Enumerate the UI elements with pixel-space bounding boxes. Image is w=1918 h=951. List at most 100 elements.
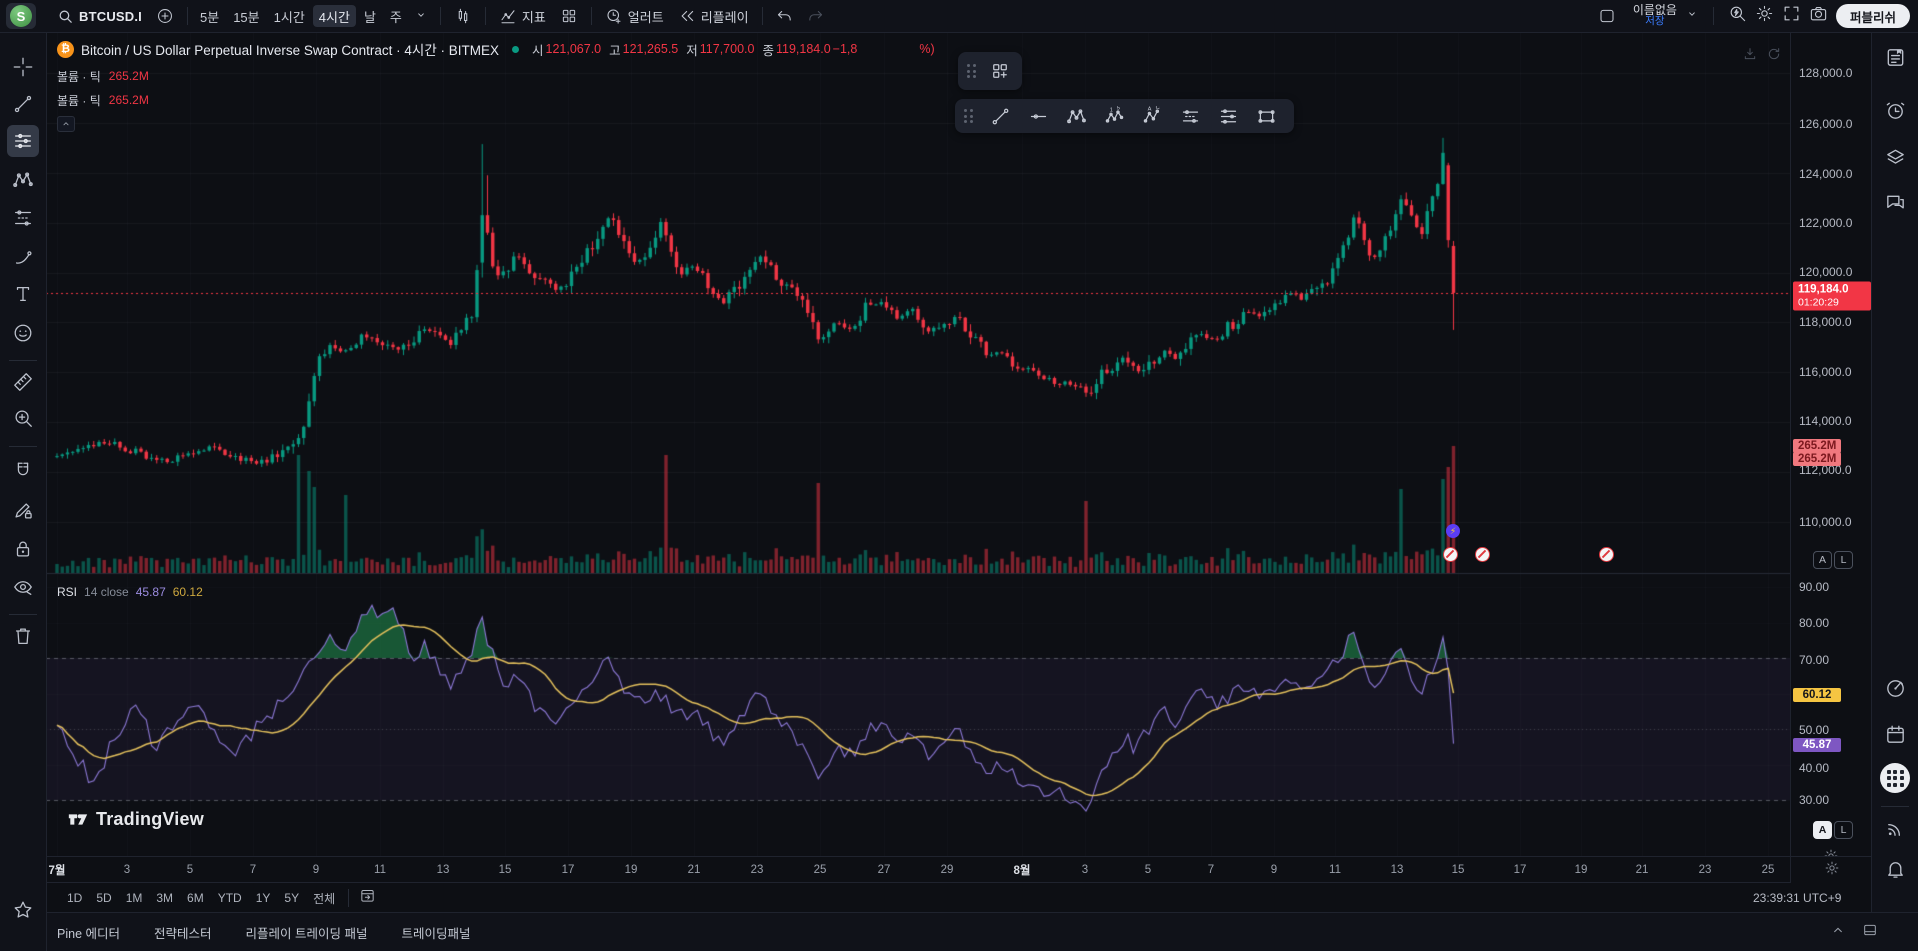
bell-icon[interactable]: [1879, 852, 1911, 884]
event-circle-icon[interactable]: [1475, 547, 1490, 562]
alarm-clock-icon[interactable]: [1879, 94, 1911, 126]
range-button[interactable]: YTD: [211, 891, 249, 905]
object-tree-icon[interactable]: [1879, 141, 1911, 173]
replay-button[interactable]: 리플레이: [671, 4, 756, 28]
ruler-icon[interactable]: [7, 366, 39, 398]
range-button[interactable]: 전체: [306, 890, 342, 907]
layout-select-button[interactable]: [1591, 4, 1623, 28]
watchlist-icon[interactable]: [1879, 41, 1911, 73]
brush-icon[interactable]: [7, 241, 39, 273]
range-button[interactable]: 1M: [119, 891, 150, 905]
fib-retracement-icon[interactable]: [7, 202, 39, 234]
calendar-icon[interactable]: [1879, 718, 1911, 750]
avatar[interactable]: S: [10, 5, 32, 27]
parallel-lines-icon[interactable]: [7, 125, 39, 157]
drawing-lock-icon[interactable]: [7, 494, 39, 526]
market-status-dot[interactable]: [512, 46, 519, 53]
indicators-button[interactable]: 지표: [492, 4, 553, 28]
panel-maximize-icon[interactable]: [1862, 922, 1878, 943]
fib-lines-icon[interactable]: [1210, 101, 1248, 131]
abcd-pattern-icon[interactable]: AC: [1134, 101, 1172, 131]
timeframe-button[interactable]: 주: [384, 5, 408, 27]
rsi-indicator-legend[interactable]: RSI 14 close 45.87 60.12: [57, 585, 203, 599]
floating-drawing-toolbar[interactable]: 15AC: [955, 99, 1294, 133]
chat-icon[interactable]: [1879, 186, 1911, 218]
bottom-tab[interactable]: 리플레이 트레이딩 패널: [246, 923, 368, 942]
undo-button[interactable]: [769, 4, 800, 28]
timeframe-button[interactable]: 5분: [194, 5, 225, 27]
rsi-scale-log-button[interactable]: L: [1834, 821, 1853, 839]
legend-collapse-button[interactable]: [57, 116, 75, 132]
horizontal-ray-icon[interactable]: [1020, 101, 1058, 131]
text-tool-icon[interactable]: [7, 278, 39, 310]
trash-icon[interactable]: [7, 620, 39, 652]
gear-icon[interactable]: [1824, 860, 1840, 881]
event-circle-icon[interactable]: [1443, 547, 1458, 562]
scroll-download-icon[interactable]: [1742, 46, 1758, 67]
quick-search-icon[interactable]: [1728, 4, 1747, 28]
tradingview-logo[interactable]: TradingView: [67, 808, 204, 830]
symbol-search-button[interactable]: BTCUSD.I: [50, 4, 149, 28]
xabcd-pattern-icon[interactable]: [7, 164, 39, 196]
indicator-templates-button[interactable]: [553, 4, 585, 28]
compare-add-button[interactable]: [149, 4, 181, 28]
rsi-scale-auto-button[interactable]: A: [1813, 821, 1832, 839]
time-axis[interactable]: 7월3579111315171921232527298월357911131517…: [46, 856, 1790, 883]
trend-line-icon[interactable]: [982, 101, 1020, 131]
go-to-date-icon[interactable]: [359, 887, 376, 909]
fib-channel-icon[interactable]: [1172, 101, 1210, 131]
save-label[interactable]: 저장: [1645, 16, 1664, 27]
crosshair-icon[interactable]: [7, 51, 39, 83]
clock-utc[interactable]: 23:39:31 UTC+9: [1753, 883, 1841, 913]
floating-widget-box[interactable]: [958, 52, 1022, 90]
bottom-tab[interactable]: 전략테스터: [154, 923, 212, 942]
add-widget-grid-icon[interactable]: [985, 56, 1015, 86]
timeframe-button[interactable]: 4시간: [313, 5, 356, 27]
timeframe-menu-button[interactable]: [408, 5, 434, 27]
time-axis-settings[interactable]: [1790, 856, 1873, 883]
chart-style-button[interactable]: [447, 4, 479, 28]
apps-icon[interactable]: [1879, 762, 1911, 794]
broadcast-icon[interactable]: [1879, 812, 1911, 844]
price-scale-auto-button[interactable]: A: [1813, 551, 1832, 569]
price-chart-canvas[interactable]: [46, 32, 1790, 856]
redo-button[interactable]: [800, 4, 831, 28]
bottom-tab[interactable]: Pine 에디터: [57, 923, 120, 942]
drag-handle-icon[interactable]: [967, 64, 976, 78]
timeframe-button[interactable]: 날: [358, 5, 382, 27]
zoom-in-icon[interactable]: [7, 402, 39, 434]
fullscreen-icon[interactable]: [1782, 4, 1801, 28]
lock-icon[interactable]: [7, 533, 39, 565]
bottom-tab[interactable]: 트레이딩패널: [401, 923, 470, 942]
eye-hide-icon[interactable]: [7, 571, 39, 603]
reset-view-icon[interactable]: [1766, 46, 1782, 67]
alert-button[interactable]: 얼러트: [598, 4, 671, 28]
range-button[interactable]: 5Y: [277, 891, 306, 905]
user-menu-button[interactable]: S: [6, 3, 36, 29]
timeframe-button[interactable]: 1시간: [268, 5, 311, 27]
range-button[interactable]: 1Y: [249, 891, 278, 905]
snapshot-camera-icon[interactable]: [1809, 4, 1828, 28]
volume-indicator-row[interactable]: 볼륨 · 틱 265.2M: [57, 68, 149, 84]
panel-collapse-chevron-icon[interactable]: [1830, 922, 1846, 943]
xabcd-icon[interactable]: [1058, 101, 1096, 131]
range-button[interactable]: 1D: [60, 891, 89, 905]
price-axis[interactable]: 119,184.0 01:20:29 128,000.0126,000.0124…: [1790, 32, 1873, 882]
trend-line-icon[interactable]: [7, 88, 39, 120]
price-scale-log-button[interactable]: L: [1834, 551, 1853, 569]
elliott-wave-icon[interactable]: 15: [1096, 101, 1134, 131]
radar-icon[interactable]: [1879, 672, 1911, 704]
range-button[interactable]: 3M: [149, 891, 180, 905]
event-circle-icon[interactable]: [1599, 547, 1614, 562]
lightning-event-icon[interactable]: ⚡: [1446, 524, 1460, 538]
emoji-icon[interactable]: [7, 317, 39, 349]
range-button[interactable]: 5D: [89, 891, 118, 905]
range-button[interactable]: 6M: [180, 891, 211, 905]
publish-button[interactable]: 퍼블리쉬: [1836, 4, 1910, 28]
layout-name-block[interactable]: 이름없음 저장: [1633, 5, 1677, 27]
volume-indicator-row[interactable]: 볼륨 · 틱 265.2M: [57, 92, 149, 108]
rectangle-icon[interactable]: [1248, 101, 1286, 131]
settings-gear-icon[interactable]: [1755, 4, 1774, 28]
magnet-icon[interactable]: [7, 455, 39, 487]
chevron-down-icon[interactable]: [1685, 7, 1699, 26]
